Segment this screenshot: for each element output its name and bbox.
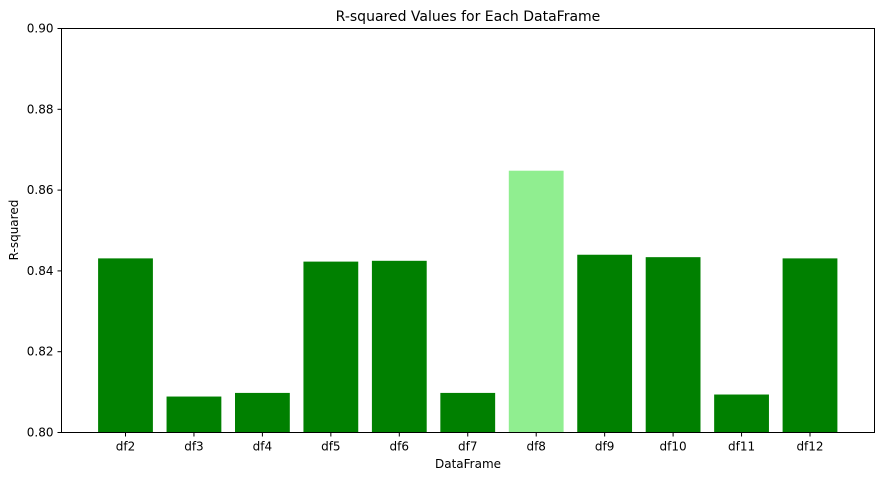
x-tick-label: df11 <box>728 440 755 454</box>
y-tick-label: 0.80 <box>27 426 54 440</box>
y-tick-label: 0.88 <box>27 102 54 116</box>
chart-title: R-squared Values for Each DataFrame <box>336 9 601 25</box>
x-tick-label: df7 <box>458 440 477 454</box>
bar-df7 <box>440 392 496 433</box>
x-tick-label: df8 <box>526 440 545 454</box>
y-tick-label: 0.90 <box>27 22 54 36</box>
plot-frame <box>61 28 875 433</box>
bar-df4 <box>235 392 290 433</box>
bar-df10 <box>645 257 701 433</box>
y-axis-label: R-squared <box>7 200 21 261</box>
bar-df8 <box>508 170 564 433</box>
x-tick-label: df6 <box>390 440 409 454</box>
y-tick-label: 0.86 <box>27 183 54 197</box>
bar-df12 <box>782 258 838 433</box>
bar-df3 <box>166 396 222 433</box>
bar-df11 <box>714 394 769 433</box>
y-tick-label: 0.82 <box>27 345 54 359</box>
x-tick-label: df2 <box>116 440 135 454</box>
x-tick-label: df4 <box>253 440 272 454</box>
y-axis: 0.80 0.82 0.84 0.86 0.88 0.90 <box>27 22 62 440</box>
x-tick-label: df5 <box>321 440 340 454</box>
x-tick-label: df9 <box>595 440 614 454</box>
x-axis: df2 df3 df4 df5 df6 df7 df8 df9 df10 df11 df12 <box>116 432 824 454</box>
bar-df2 <box>98 258 153 433</box>
bar-df5 <box>303 261 359 433</box>
x-axis-label: DataFrame <box>435 457 501 471</box>
y-tick-label: 0.84 <box>27 264 54 278</box>
bars-group <box>98 170 838 433</box>
x-tick-label: df10 <box>660 440 687 454</box>
bar-df6 <box>371 260 427 433</box>
x-tick-label: df3 <box>184 440 203 454</box>
x-tick-label: df12 <box>796 440 823 454</box>
bar-df9 <box>577 254 633 433</box>
